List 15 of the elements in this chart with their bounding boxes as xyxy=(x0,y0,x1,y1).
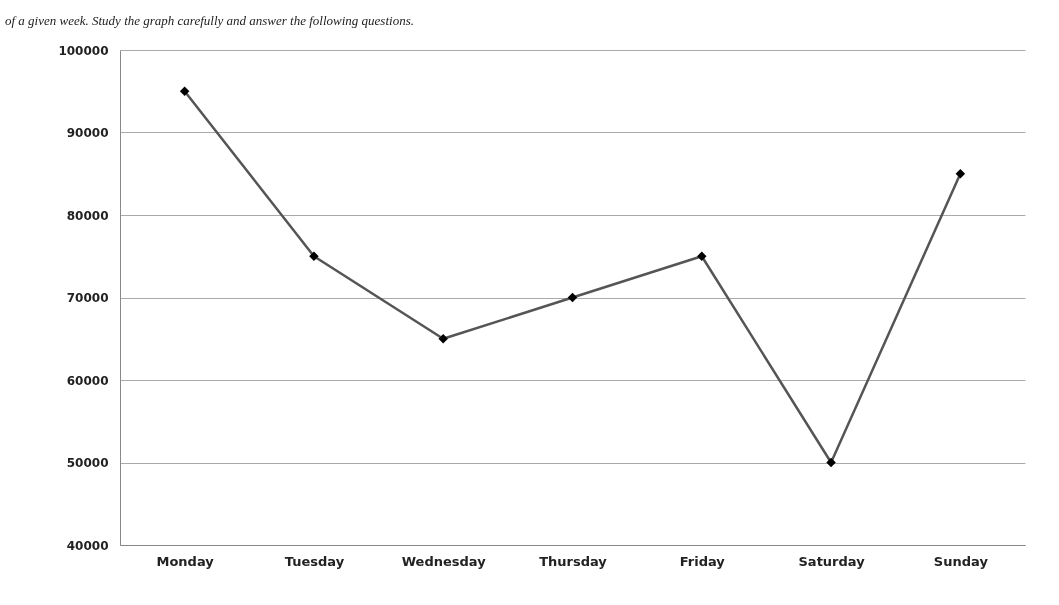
y-tick-label: 50000 xyxy=(66,456,109,470)
y-tick-label: 90000 xyxy=(66,126,109,140)
x-tick-label: Sunday xyxy=(933,553,989,569)
x-tick-label: Tuesday xyxy=(284,553,345,569)
y-tick-label: 40000 xyxy=(66,538,109,553)
x-tick-label: Friday xyxy=(679,553,726,569)
y-tick-label: 80000 xyxy=(66,208,109,223)
x-tick-label: Saturday xyxy=(798,553,866,569)
x-tick-label: Monday xyxy=(156,553,215,569)
y-tick-label: 60000 xyxy=(66,373,109,388)
x-tick-label: Wednesday xyxy=(401,553,487,569)
y-tick-label: 100000 xyxy=(58,43,109,58)
x-tick-label: Thursday xyxy=(539,553,608,569)
chart-subtitle: of a given week. Study the graph carefully and answer the following questions. xyxy=(5,13,414,28)
y-tick-label: 70000 xyxy=(66,291,109,305)
